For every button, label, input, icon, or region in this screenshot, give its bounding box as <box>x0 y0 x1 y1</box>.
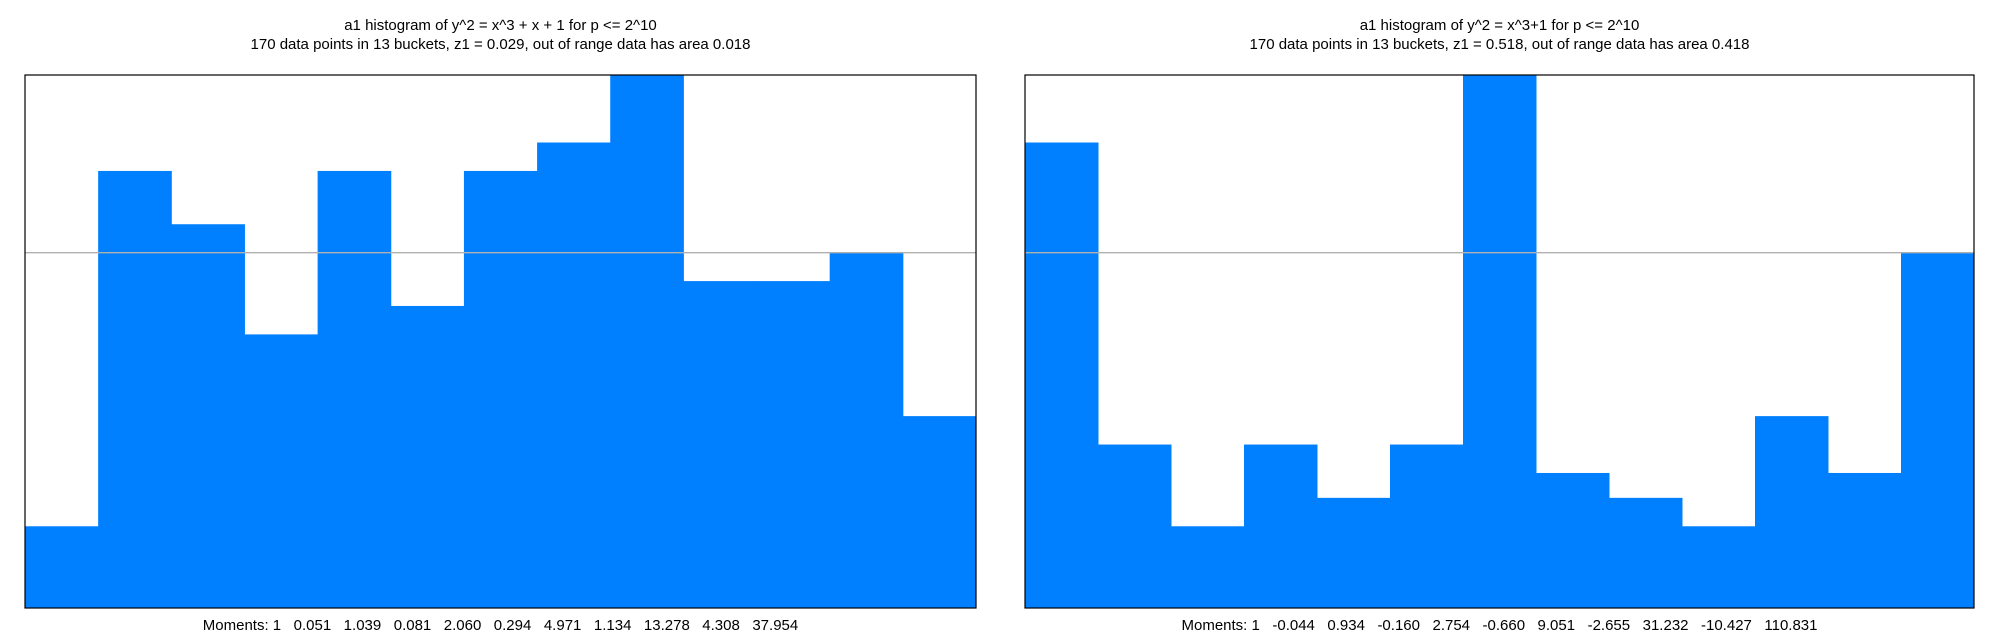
bar <box>1244 444 1318 608</box>
chart-subtitle: 170 data points in 13 buckets, z1 = 0.02… <box>251 36 751 53</box>
plot-frame <box>24 74 977 609</box>
bar <box>463 170 538 608</box>
bar <box>244 334 319 608</box>
bar <box>1025 142 1099 608</box>
bar <box>25 526 99 608</box>
bar <box>1609 497 1683 608</box>
bar <box>683 281 758 608</box>
chart-title: a1 histogram of y^2 = x^3 + x + 1 for p … <box>344 17 657 34</box>
bar <box>1755 416 1829 608</box>
moments: Moments: 1 -0.044 0.934 -0.160 2.754 -0.… <box>1182 617 1818 634</box>
bar <box>1682 526 1756 608</box>
bar <box>1536 472 1610 608</box>
bar <box>1901 252 1975 608</box>
bar <box>1828 472 1902 608</box>
chart-subtitle: 170 data points in 13 buckets, z1 = 0.51… <box>1250 36 1750 53</box>
bar <box>171 224 245 609</box>
bar <box>317 170 392 608</box>
plot-frame <box>1024 74 1975 609</box>
bar <box>1390 444 1464 608</box>
bar <box>902 416 977 608</box>
moments: Moments: 1 0.051 1.039 0.081 2.060 0.294… <box>203 617 798 634</box>
bar <box>1171 526 1245 608</box>
bar <box>537 142 611 608</box>
bar <box>829 252 904 608</box>
bar <box>1317 497 1391 608</box>
chart-title: a1 histogram of y^2 = x^3+1 for p <= 2^1… <box>1360 17 1640 34</box>
bar <box>98 170 172 608</box>
bar <box>390 305 465 608</box>
bar <box>756 281 831 608</box>
bar <box>1463 75 1537 608</box>
bar <box>610 75 684 608</box>
bar <box>1098 444 1172 608</box>
